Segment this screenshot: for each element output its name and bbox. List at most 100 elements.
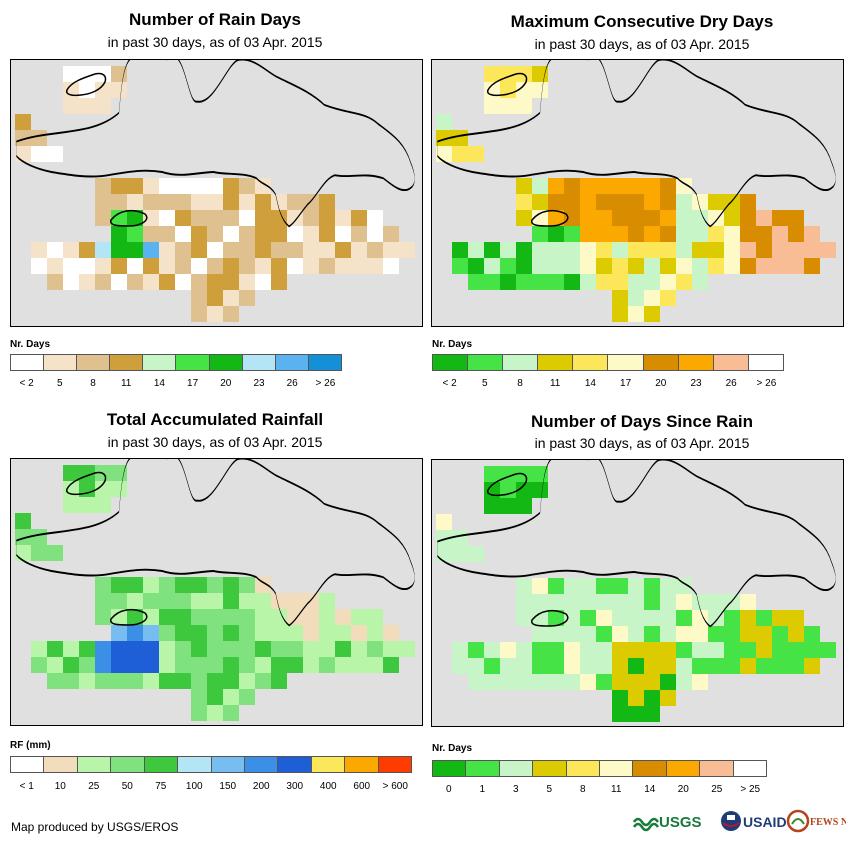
legend-swatch-8 [700, 761, 734, 776]
grid-cell [287, 194, 303, 210]
grid-cell [271, 258, 287, 274]
grid-cell [772, 610, 788, 626]
svg-text:USAID: USAID [743, 814, 787, 830]
legend-swatch-9 [311, 757, 346, 772]
grid-cell [127, 210, 143, 226]
grid-cell [660, 642, 676, 658]
grid-cell [548, 242, 564, 258]
grid-cell [367, 609, 383, 625]
grid-cell [207, 194, 223, 210]
grid-cell [191, 290, 207, 306]
grid-cell [548, 194, 564, 210]
grid-cell [772, 242, 788, 258]
grid-cell [111, 481, 127, 497]
grid-cell [207, 657, 223, 673]
legend-swatch-0 [433, 355, 469, 370]
grid-cell [63, 242, 79, 258]
grid-cell [692, 210, 708, 226]
legend-label: 20 [677, 784, 689, 795]
grid-cell [692, 242, 708, 258]
grid-cell [516, 642, 532, 658]
grid-cell [31, 641, 47, 657]
grid-cell [159, 593, 175, 609]
grid-cell [63, 481, 79, 497]
grid-cell [63, 258, 79, 274]
grid-cell [63, 641, 79, 657]
grid-cell [223, 258, 239, 274]
grid-cell [548, 658, 564, 674]
grid-cell [111, 258, 127, 274]
grid-cell [79, 481, 95, 497]
legend-swatch-9 [748, 355, 783, 370]
grid-cell [500, 274, 516, 290]
grid-cell [788, 226, 804, 242]
legend-label: < 1 [19, 781, 34, 792]
grid-cell [532, 210, 548, 226]
grid-cell [143, 210, 159, 226]
grid-cell [740, 626, 756, 642]
grid-cell [191, 242, 207, 258]
grid-cell [692, 226, 708, 242]
grid-cell [223, 178, 239, 194]
hispaniola-coastline [437, 460, 836, 628]
grid-cell [564, 194, 580, 210]
legend-swatch-6 [633, 761, 667, 776]
legend-label: 8 [579, 784, 586, 795]
grid-cell [644, 626, 660, 642]
grid-cell [612, 610, 628, 626]
grid-cell [95, 609, 111, 625]
grid-cell [628, 578, 644, 594]
panel-subtitle: in past 30 days, as of 03 Apr. 2015 [534, 36, 750, 52]
grid-cell [612, 210, 628, 226]
legend-bar [10, 756, 412, 773]
grid-cell [175, 178, 191, 194]
grid-cell [383, 242, 399, 258]
grid-cell [127, 657, 143, 673]
grid-cell [143, 641, 159, 657]
grid-cell [127, 577, 143, 593]
map-canvas [15, 60, 415, 322]
grid-cell [788, 610, 804, 626]
grid-cell [484, 674, 500, 690]
grid-cell [516, 274, 532, 290]
grid-cell [612, 594, 628, 610]
grid-cell [287, 657, 303, 673]
grid-cell [484, 658, 500, 674]
grid-cell [676, 578, 692, 594]
grid-cell [676, 242, 692, 258]
grid-cell [548, 594, 564, 610]
grid-cell [644, 610, 660, 626]
grid-cell [79, 497, 95, 513]
grid-cell [63, 82, 79, 98]
grid-cell [111, 226, 127, 242]
grid-cell [452, 642, 468, 658]
grid-cell [287, 625, 303, 641]
grid-cell [724, 242, 740, 258]
grid-cell [708, 610, 724, 626]
grid-cell [708, 194, 724, 210]
legend-swatch-0 [433, 761, 467, 776]
grid-cell [564, 258, 580, 274]
legend-swatch-1 [44, 757, 78, 772]
grid-cell [367, 641, 383, 657]
grid-cell [175, 641, 191, 657]
grid-cell [239, 178, 255, 194]
grid-cell [756, 658, 772, 674]
grid-cell [724, 658, 740, 674]
grid-cell [484, 466, 500, 482]
grid-cell [628, 194, 644, 210]
grid-cell [175, 210, 191, 226]
legend-swatch-2 [499, 761, 534, 776]
grid-cell [127, 593, 143, 609]
grid-cell [95, 577, 111, 593]
grid-cell [255, 673, 271, 689]
grid-cell [564, 226, 580, 242]
grid-cell [692, 594, 708, 610]
svg-text:FEWS NET: FEWS NET [810, 817, 846, 828]
grid-cell [724, 626, 740, 642]
grid-cell [740, 194, 756, 210]
grid-cell [676, 674, 692, 690]
grid-cell [335, 625, 351, 641]
svg-text:USGS: USGS [659, 814, 702, 831]
grid-cell [628, 210, 644, 226]
